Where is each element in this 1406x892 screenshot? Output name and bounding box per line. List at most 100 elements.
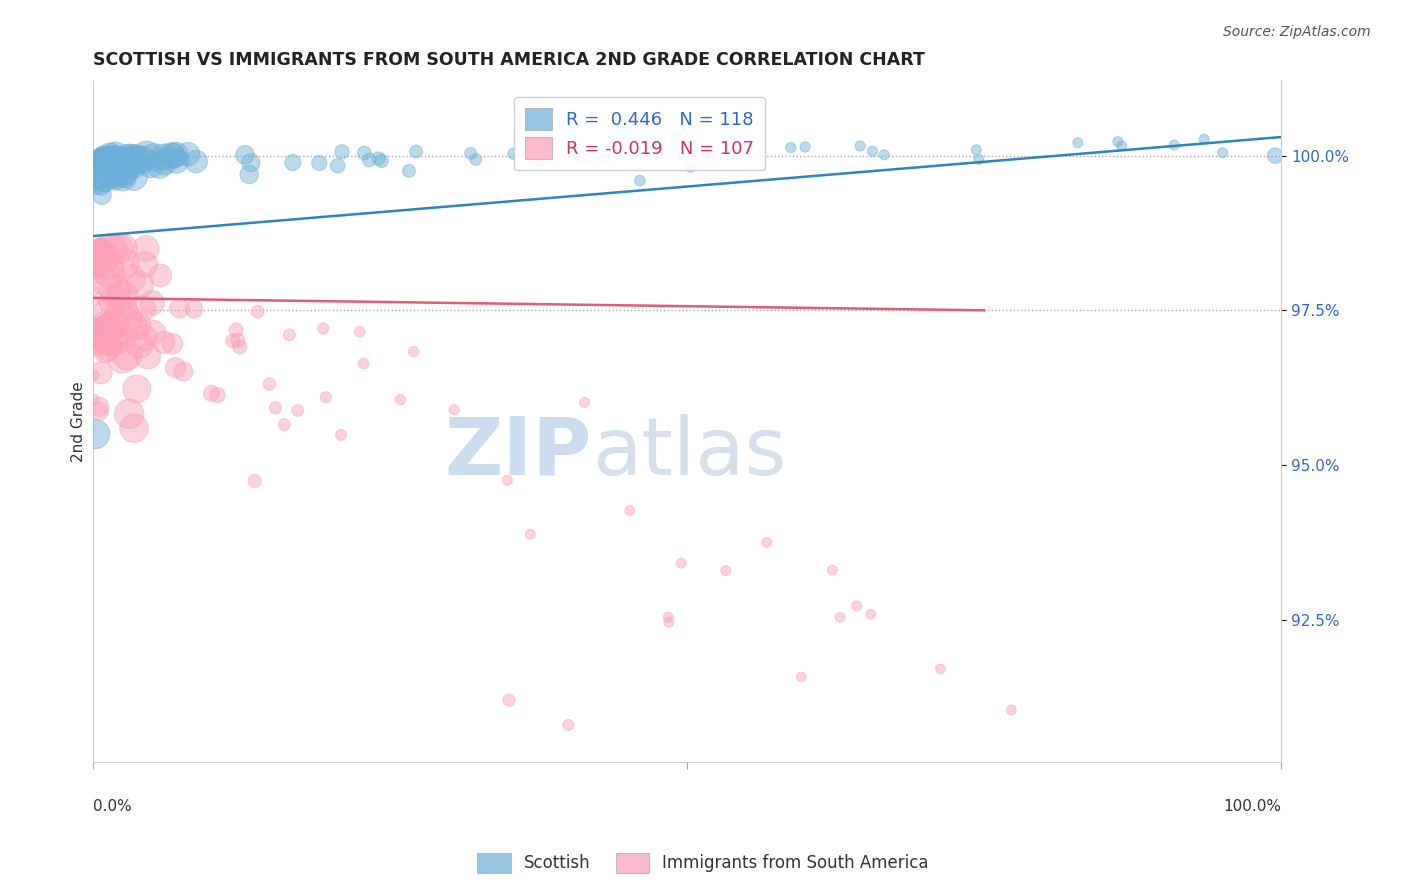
Point: [149, 268, 172, 283]
Point: [330, 145, 353, 159]
Point: [1163, 138, 1185, 153]
Point: [97, 154, 120, 169]
Text: 100.0%: 100.0%: [1223, 799, 1281, 814]
Point: [821, 563, 844, 577]
Point: [669, 556, 692, 570]
Point: [574, 395, 596, 409]
Point: [112, 256, 135, 270]
Point: [84, 153, 107, 167]
Point: [84, 164, 107, 178]
Point: [90, 242, 112, 256]
Point: [112, 157, 135, 171]
Point: [859, 607, 882, 622]
Point: [183, 302, 205, 317]
Point: [87, 150, 110, 164]
Point: [96, 339, 118, 353]
Text: SCOTTISH VS IMMIGRANTS FROM SOUTH AMERICA 2ND GRADE CORRELATION CHART: SCOTTISH VS IMMIGRANTS FROM SOUTH AMERIC…: [93, 51, 925, 69]
Point: [108, 155, 131, 169]
Point: [90, 178, 112, 193]
Point: [117, 152, 139, 166]
Point: [498, 693, 520, 707]
Point: [222, 334, 245, 348]
Point: [169, 301, 191, 315]
Point: [873, 148, 896, 162]
Point: [83, 284, 105, 298]
Point: [84, 158, 107, 172]
Point: [83, 149, 105, 163]
Point: [132, 331, 155, 345]
Point: [1067, 136, 1090, 150]
Point: [86, 150, 108, 164]
Point: [572, 150, 595, 164]
Point: [87, 404, 110, 418]
Point: [90, 187, 112, 202]
Point: [1000, 703, 1022, 717]
Point: [1192, 132, 1215, 146]
Point: [278, 328, 301, 343]
Point: [90, 260, 112, 275]
Point: [402, 344, 425, 359]
Point: [714, 564, 737, 578]
Point: [367, 152, 389, 166]
Point: [264, 401, 287, 415]
Point: [122, 421, 145, 435]
Point: [122, 169, 145, 183]
Point: [93, 169, 115, 183]
Point: [200, 386, 222, 401]
Point: [153, 154, 176, 169]
Point: [111, 166, 134, 180]
Point: [142, 326, 165, 340]
Point: [464, 153, 486, 167]
Point: [165, 360, 187, 375]
Point: [115, 348, 138, 362]
Point: [86, 152, 108, 166]
Point: [359, 153, 381, 167]
Point: [349, 325, 371, 339]
Point: [965, 143, 987, 157]
Point: [91, 153, 114, 167]
Point: [84, 151, 107, 165]
Point: [98, 257, 121, 271]
Point: [103, 294, 125, 309]
Point: [93, 150, 115, 164]
Point: [460, 146, 482, 161]
Point: [89, 158, 111, 172]
Point: [111, 169, 134, 184]
Point: [679, 160, 702, 174]
Point: [149, 158, 172, 172]
Point: [259, 376, 281, 391]
Point: [124, 153, 146, 167]
Point: [90, 175, 112, 189]
Point: [98, 149, 121, 163]
Point: [308, 156, 330, 170]
Point: [100, 152, 122, 166]
Point: [87, 150, 110, 164]
Point: [139, 157, 162, 171]
Point: [1111, 139, 1133, 153]
Point: [90, 150, 112, 164]
Point: [233, 148, 256, 162]
Point: [97, 321, 120, 335]
Point: [312, 321, 335, 335]
Point: [153, 335, 176, 350]
Point: [86, 270, 108, 285]
Point: [124, 152, 146, 166]
Point: [87, 151, 110, 165]
Point: [1107, 135, 1129, 149]
Point: [86, 152, 108, 166]
Point: [141, 296, 163, 310]
Point: [98, 161, 121, 175]
Point: [90, 244, 112, 258]
Point: [84, 266, 107, 280]
Point: [120, 272, 142, 286]
Point: [86, 151, 108, 165]
Point: [84, 427, 107, 442]
Legend: R =  0.446   N = 118, R = -0.019   N = 107: R = 0.446 N = 118, R = -0.019 N = 107: [515, 97, 765, 170]
Point: [86, 182, 108, 196]
Point: [100, 168, 122, 182]
Point: [125, 318, 148, 333]
Point: [177, 147, 200, 161]
Point: [96, 155, 118, 169]
Point: [97, 334, 120, 348]
Point: [84, 293, 107, 308]
